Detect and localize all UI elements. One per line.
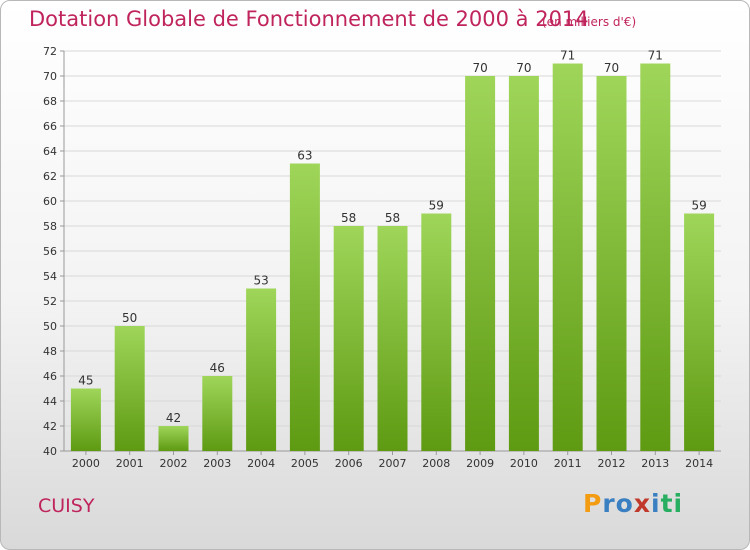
y-tick-label: 68 <box>43 95 57 108</box>
y-tick-label: 50 <box>43 320 57 333</box>
data-label: 70 <box>604 61 619 75</box>
x-tick-label: 2008 <box>422 457 450 470</box>
logo-letter: P <box>583 489 603 518</box>
y-tick-label: 72 <box>43 45 57 58</box>
bar <box>246 288 277 451</box>
logo-letter: r <box>602 489 616 518</box>
x-tick-label: 2000 <box>72 457 100 470</box>
data-label: 70 <box>516 61 531 75</box>
bars <box>70 63 715 451</box>
x-tick-label: 2009 <box>466 457 494 470</box>
bar <box>114 326 145 451</box>
x-tick-label: 2002 <box>160 457 188 470</box>
x-tick-label: 2007 <box>379 457 407 470</box>
y-tick-label: 56 <box>43 245 57 258</box>
data-label: 71 <box>648 49 663 63</box>
data-label: 42 <box>166 411 181 425</box>
bar <box>377 226 408 451</box>
data-label: 71 <box>560 49 575 63</box>
bar <box>202 376 233 451</box>
data-label: 58 <box>341 211 356 225</box>
chart-title: Dotation Globale de Fonctionnement de 20… <box>29 7 589 31</box>
bar <box>158 426 189 451</box>
logo-letter: i <box>673 489 684 518</box>
commune-name: CUISY <box>38 495 95 517</box>
y-tick-label: 64 <box>43 145 57 158</box>
logo-letter: i <box>651 489 661 518</box>
y-tick-label: 40 <box>43 445 57 458</box>
data-label: 46 <box>210 361 225 375</box>
x-tick-label: 2010 <box>510 457 538 470</box>
x-tick-label: 2006 <box>335 457 363 470</box>
bar <box>508 76 539 451</box>
bar <box>333 226 364 451</box>
y-tick-label: 48 <box>43 345 57 358</box>
data-label: 58 <box>385 211 400 225</box>
y-tick-label: 60 <box>43 195 57 208</box>
bar <box>552 63 583 451</box>
x-tick-label: 2001 <box>116 457 144 470</box>
data-label: 59 <box>691 199 706 213</box>
x-tick-label: 2012 <box>598 457 626 470</box>
bar <box>70 388 101 451</box>
data-label: 45 <box>78 374 93 388</box>
bar <box>465 76 496 451</box>
logo-letter: t <box>660 489 674 518</box>
x-tick-label: 2003 <box>203 457 231 470</box>
x-tick-label: 2005 <box>291 457 319 470</box>
x-tick-label: 2013 <box>641 457 669 470</box>
y-tick-label: 52 <box>43 295 57 308</box>
bar <box>421 213 452 451</box>
logo-letter: o <box>615 489 634 518</box>
data-label: 53 <box>253 274 268 288</box>
x-tick-label: 2004 <box>247 457 275 470</box>
data-label: 59 <box>429 199 444 213</box>
y-tick-label: 70 <box>43 70 57 83</box>
data-label: 50 <box>122 311 137 325</box>
bar <box>289 163 320 451</box>
logo-letter: x <box>633 489 651 518</box>
y-tick-label: 66 <box>43 120 57 133</box>
labels: 2000 45 2001 50 2002 42 2003 46 2004 53 2005 63 2006… <box>72 49 713 471</box>
y-tick-label: 46 <box>43 370 57 383</box>
y-tick-label: 58 <box>43 220 57 233</box>
data-label: 63 <box>297 149 312 163</box>
y-tick-label: 44 <box>43 395 57 408</box>
data-label: 70 <box>472 61 487 75</box>
x-tick-label: 2014 <box>685 457 713 470</box>
bar <box>596 76 627 451</box>
bar <box>684 213 715 451</box>
x-tick-label: 2011 <box>554 457 582 470</box>
bar <box>640 63 671 451</box>
y-tick-label: 42 <box>43 420 57 433</box>
chart-subtitle: (en milliers d'€) <box>542 15 637 29</box>
y-tick-label: 54 <box>43 270 57 283</box>
y-tick-label: 62 <box>43 170 57 183</box>
proxiti-logo[interactable]: Proxiti <box>583 489 683 518</box>
